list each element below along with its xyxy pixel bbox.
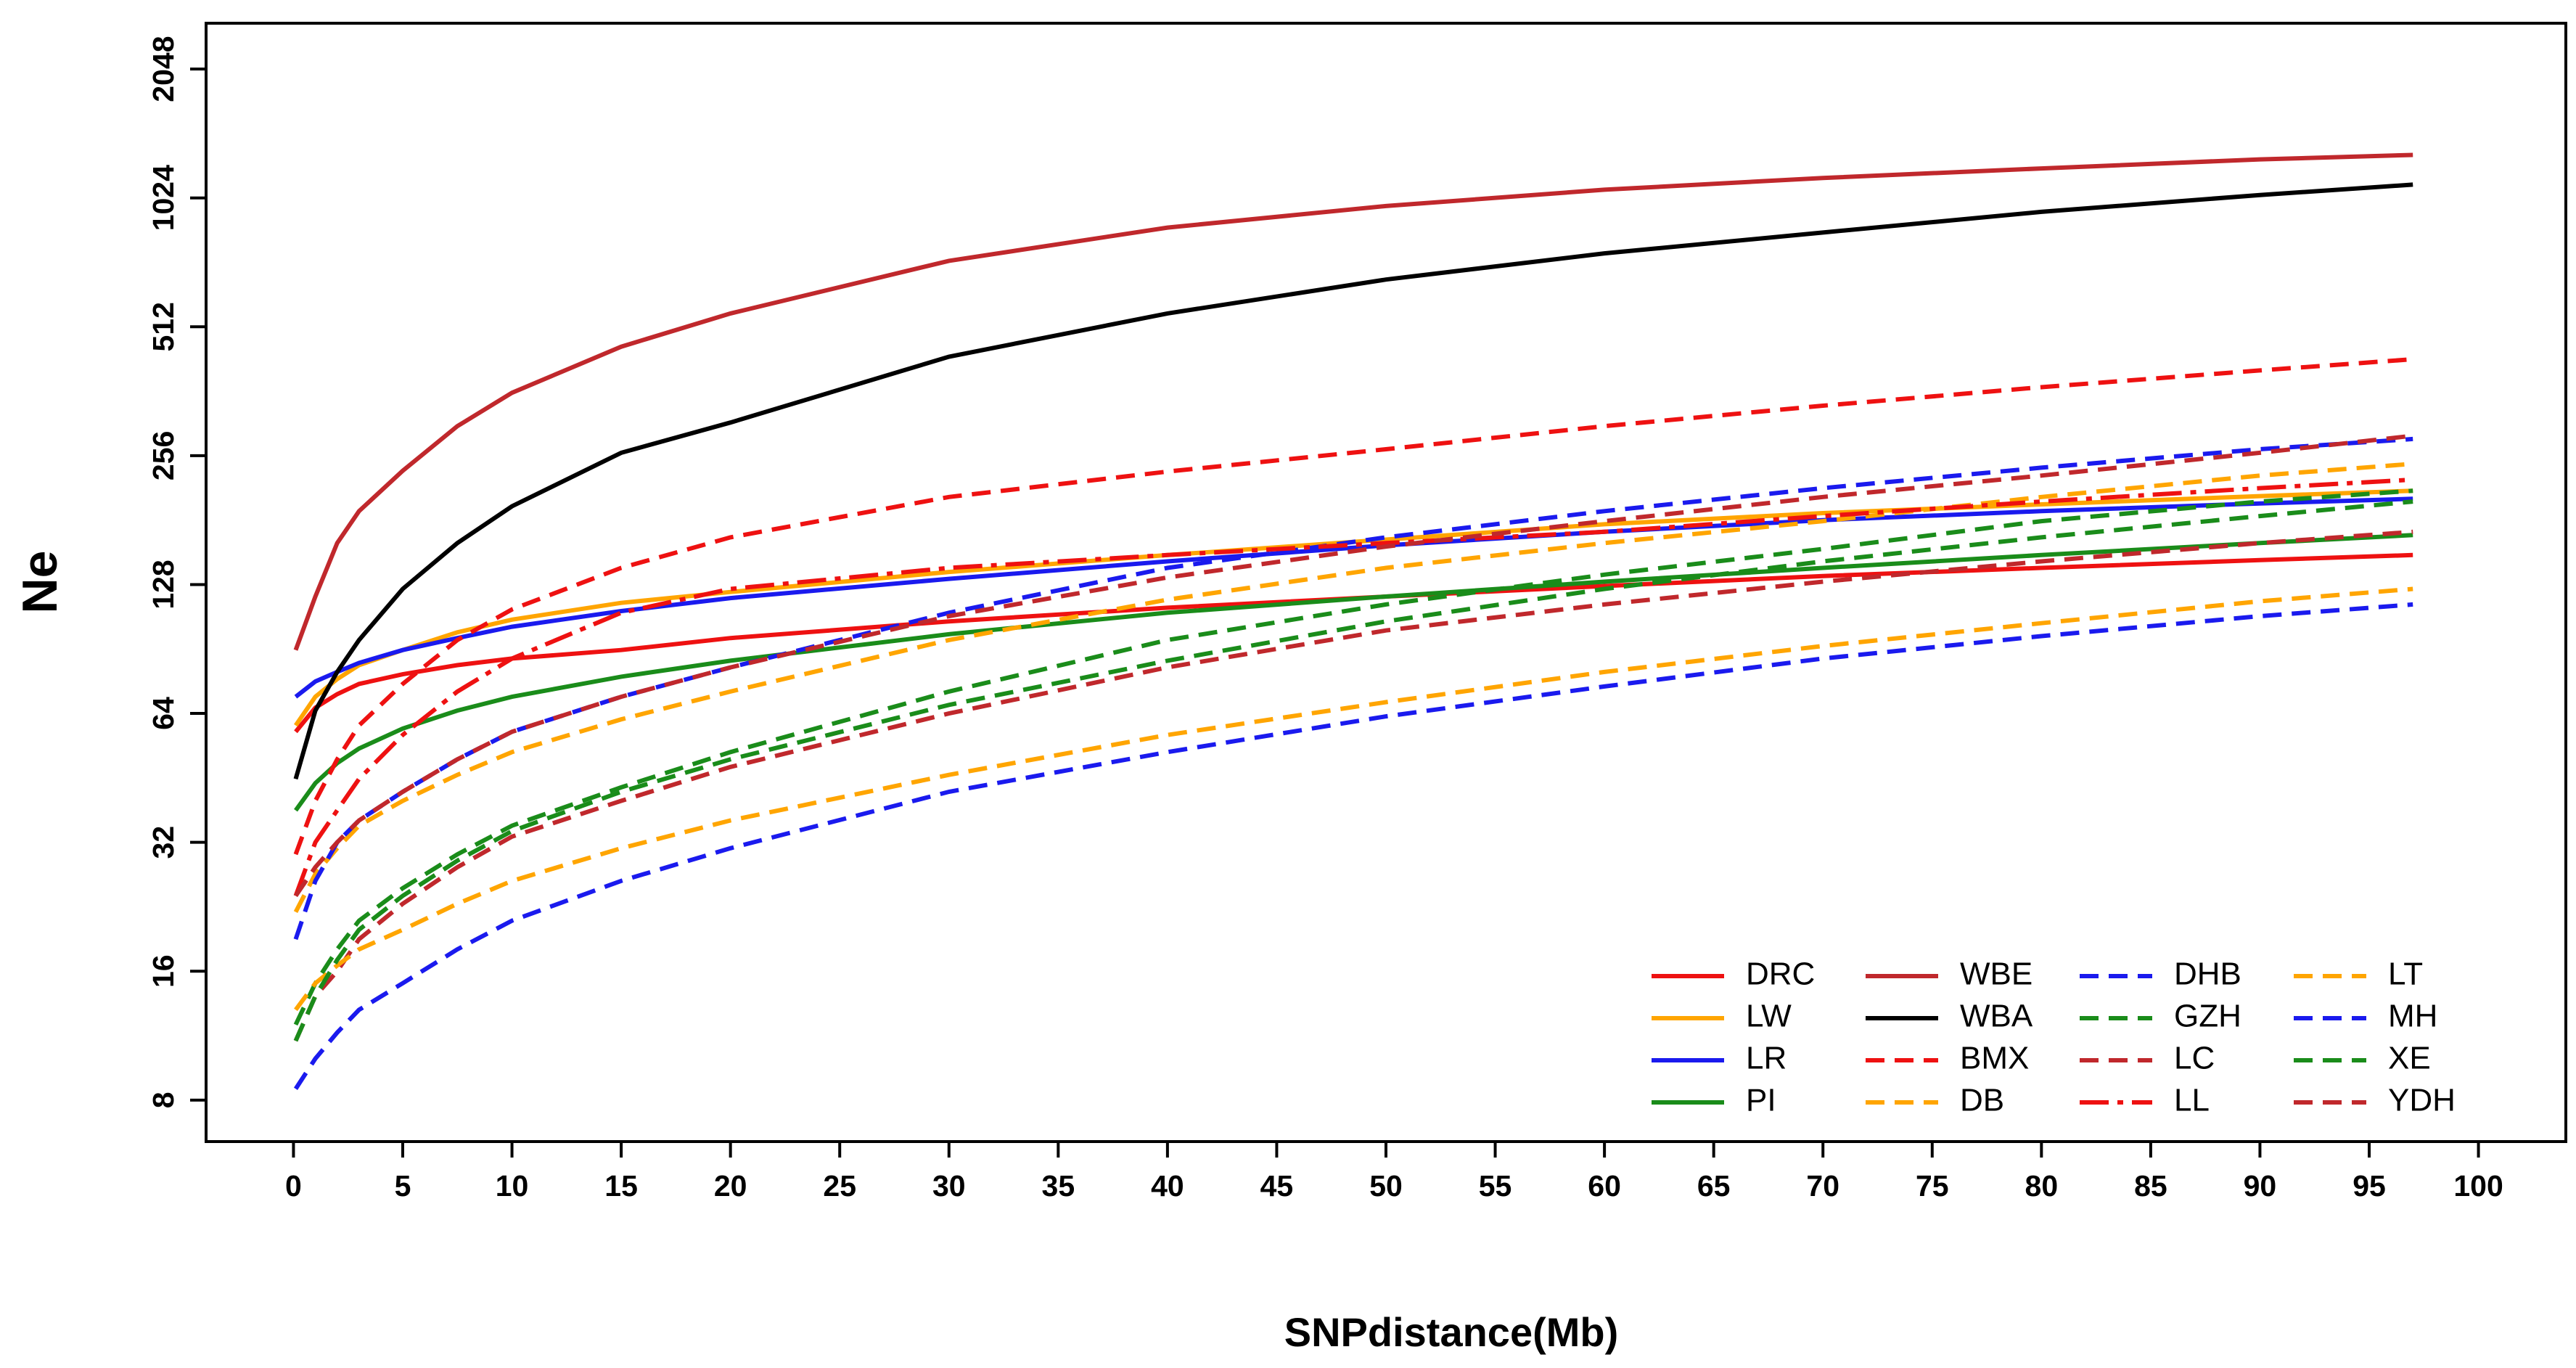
y-tick-label: 1024	[147, 165, 180, 231]
y-tick-label: 32	[147, 826, 180, 859]
y-tick-label: 128	[147, 560, 180, 609]
legend-label: BMX	[1960, 1041, 2029, 1076]
series-line	[293, 499, 2413, 1042]
x-tick-label: 60	[1588, 1169, 1621, 1203]
legend-label: LC	[2174, 1041, 2215, 1076]
legend-label: LL	[2174, 1083, 2210, 1118]
y-tick-label: 256	[147, 431, 180, 480]
x-tick-label: 45	[1260, 1169, 1294, 1203]
x-tick-label: 5	[395, 1169, 411, 1203]
x-tick-label: 75	[1916, 1169, 1949, 1203]
series-line	[294, 586, 2413, 1012]
x-tick-label: 90	[2244, 1169, 2277, 1203]
x-tick-label: 80	[2025, 1169, 2059, 1203]
series-line	[293, 152, 2413, 651]
legend-label: LW	[1746, 999, 1792, 1034]
legend-label: YDH	[2388, 1083, 2456, 1118]
y-tick-label: 64	[147, 697, 180, 730]
x-tick-label: 65	[1697, 1169, 1731, 1203]
y-tick-label: 8	[147, 1091, 180, 1108]
x-tick-label: 85	[2134, 1169, 2167, 1203]
y-tick-label: 16	[147, 954, 180, 988]
x-tick-label: 70	[1806, 1169, 1839, 1203]
y-tick-label: 2048	[147, 36, 180, 102]
legend-label: DHB	[2174, 957, 2241, 992]
x-tick-label: 30	[932, 1169, 966, 1203]
y-axis-label: Ne	[12, 551, 67, 614]
legend-label: GZH	[2174, 999, 2241, 1034]
legend-label: PI	[1746, 1083, 1776, 1118]
x-tick-label: 50	[1369, 1169, 1403, 1203]
series-line	[293, 477, 2413, 897]
legend-label: DB	[1960, 1083, 2004, 1118]
series-line	[293, 357, 2413, 856]
series-line	[294, 496, 2413, 699]
legend-label: DRC	[1746, 957, 1815, 992]
series-line	[293, 529, 2413, 1042]
legend-label: LR	[1746, 1041, 1787, 1076]
x-tick-label: 25	[823, 1169, 856, 1203]
legend-label: MH	[2388, 999, 2437, 1034]
x-tick-label: 55	[1479, 1169, 1512, 1203]
legend-label: WBE	[1960, 957, 2033, 992]
x-tick-label: 40	[1151, 1169, 1184, 1203]
x-tick-label: 100	[2453, 1169, 2503, 1203]
x-axis-label: SNPdistance(Mb)	[1284, 1309, 1619, 1355]
legend-label: WBA	[1960, 999, 2033, 1034]
series-line	[294, 433, 2413, 898]
x-tick-label: 15	[604, 1169, 638, 1203]
x-tick-label: 95	[2353, 1169, 2386, 1203]
x-tick-label: 10	[496, 1169, 529, 1203]
series-line	[293, 436, 2413, 941]
x-tick-label: 35	[1042, 1169, 1075, 1203]
series-line	[293, 602, 2413, 1090]
y-tick-label: 512	[147, 302, 180, 351]
series-line	[293, 182, 2413, 780]
legend-label: LT	[2388, 957, 2423, 992]
legend-label: XE	[2388, 1041, 2431, 1076]
x-tick-label: 20	[714, 1169, 747, 1203]
x-tick-label: 0	[285, 1169, 302, 1203]
series-line	[294, 533, 2413, 812]
series-line	[293, 488, 2413, 1026]
